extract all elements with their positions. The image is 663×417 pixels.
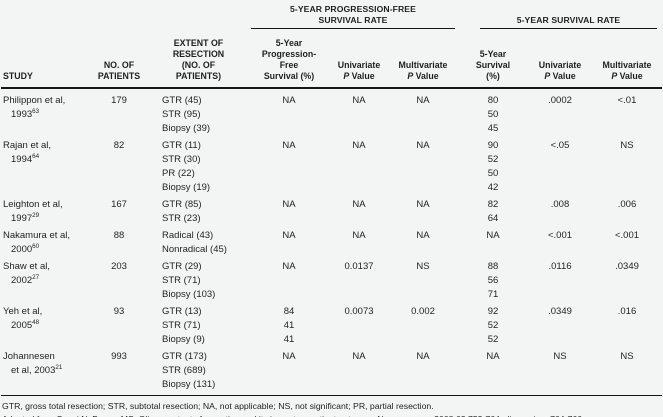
cell-resection: GTR (173) STR (689) Biopsy (131): [162, 351, 216, 390]
col-header-survival-univariate-p: Univariate P Value: [538, 60, 582, 81]
table-row: Leighton et al, 199729 167 GTR (85) STR (23)…: [1, 198, 662, 226]
cell-pfs-multivariate: NA: [416, 95, 430, 106]
cell-survival: 82 64: [487, 199, 499, 224]
cell-survival-multivariate: NS: [620, 351, 634, 362]
cell-pfs: NA: [282, 261, 296, 272]
cell-pfs-multivariate: NA: [416, 351, 430, 362]
cell-patients: 993: [111, 351, 127, 362]
cell-pfs: NA: [282, 351, 296, 362]
cell-resection: GTR (29) STR (71) Biopsy (103): [162, 261, 216, 300]
cell-patients: 93: [113, 306, 125, 317]
cell-pfs-multivariate: NA: [416, 230, 430, 241]
cell-survival: NA: [486, 351, 500, 362]
col-header-survival-multivariate-p: Multivariate P Value: [602, 60, 652, 81]
col-header-study: STUDY: [3, 71, 33, 81]
cell-survival-univariate: NS: [553, 351, 567, 362]
cell-resection: GTR (85) STR (23): [162, 199, 202, 224]
col-header-extent-of-resection: EXTENT OF RESECTION (NO. OF PATIENTS): [172, 38, 225, 81]
cell-study: Rajan et al, 199464: [3, 140, 52, 165]
col-header-no-of-patients: NO. OF PATIENTS: [97, 60, 141, 81]
table-row: Rajan et al, 199464 82 GTR (11) STR (30) PR (…: [1, 139, 662, 195]
cell-pfs: NA: [282, 95, 296, 106]
cell-pfs-multivariate: NA: [416, 140, 430, 151]
cell-resection: GTR (11) STR (30) PR (22) Biopsy (19): [162, 140, 211, 193]
cell-survival: 90 52 50 42: [487, 140, 499, 193]
cell-survival: 88 56 71: [487, 261, 499, 300]
cell-study: Nakamura et al, 200060: [3, 230, 71, 255]
table-row: Philippon et al, 199363 179 GTR (45) STR (95…: [1, 94, 662, 136]
col-header-5yr-pfs-percent: 5-Year Progression- Free Survival (%): [261, 38, 317, 81]
col-header-5yr-survival-percent: 5-Year Survival (%): [475, 49, 511, 81]
cell-patients: 179: [111, 95, 127, 106]
table-row: Shaw et al, 200227 203 GTR (29) STR (71) Biop…: [1, 260, 662, 302]
header-spacer: [1, 2, 248, 29]
table-row: Yeh et al, 200548 93 GTR (13) STR (71) Biopsy…: [1, 305, 662, 347]
cell-pfs-univariate: NA: [352, 351, 366, 362]
footnotes: GTR, gross total resection; STR, subtota…: [1, 396, 662, 417]
table-body: Philippon et al, 199363 179 GTR (45) STR (95…: [1, 89, 662, 396]
cell-survival-multivariate: .006: [617, 199, 637, 210]
cell-pfs-multivariate: 0.002: [411, 306, 435, 317]
col-header-pfs-univariate-p: Univariate P Value: [337, 60, 381, 81]
cell-resection: GTR (45) STR (95) Biopsy (39): [162, 95, 211, 134]
cell-survival-univariate: .0349: [548, 306, 572, 317]
cell-survival-univariate: .008: [550, 199, 570, 210]
cell-survival: NA: [486, 230, 500, 241]
cell-survival-univariate: <.001: [547, 230, 573, 241]
cell-pfs-univariate: NA: [352, 199, 366, 210]
footnote-source: Adapted from Sanai N, Berger MS. Glioma …: [2, 413, 660, 417]
cell-resection: GTR (13) STR (71) Biopsy (9): [162, 306, 205, 345]
cell-study: Philippon et al, 199363: [3, 95, 66, 120]
cell-pfs: NA: [282, 140, 296, 151]
table-row: Johannesen et al, 200321 993 GTR (173) STR (…: [1, 350, 662, 392]
cell-survival-multivariate: .016: [617, 306, 637, 317]
cell-study: Yeh et al, 200548: [3, 306, 43, 331]
cell-pfs: NA: [282, 230, 296, 241]
footnote-abbreviations: GTR, gross total resection; STR, subtota…: [2, 401, 434, 411]
cell-survival-multivariate: .0349: [615, 261, 639, 272]
table-header: 5-YEAR PROGRESSION-FREE SURVIVAL RATE 5-…: [1, 2, 662, 89]
cell-survival-multivariate: <.01: [617, 95, 637, 106]
cell-pfs-univariate: NA: [352, 140, 366, 151]
cell-survival: 92 52 52: [487, 306, 499, 345]
cell-survival-multivariate: NS: [620, 140, 634, 151]
cell-patients: 82: [113, 140, 125, 151]
cell-pfs: 84 41 41: [283, 306, 295, 345]
cell-study: Johannesen et al, 200321: [3, 351, 63, 376]
cell-pfs-univariate: NA: [352, 95, 366, 106]
cell-pfs-univariate: NA: [352, 230, 366, 241]
cell-patients: 88: [113, 230, 125, 241]
table-row: Nakamura et al, 200060 88 Radical (43) Nonra…: [1, 229, 662, 257]
cell-pfs-multivariate: NA: [416, 199, 430, 210]
cell-survival-univariate: .0116: [548, 261, 572, 272]
col-header-pfs-multivariate-p: Multivariate P Value: [398, 60, 448, 81]
group-header-progression-free-survival: 5-YEAR PROGRESSION-FREE SURVIVAL RATE: [251, 4, 455, 29]
cell-pfs-univariate: 0.0073: [344, 306, 374, 317]
cell-resection: Radical (43) Nonradical (45): [162, 230, 227, 255]
cell-survival-univariate: <.05: [550, 140, 570, 151]
cell-study: Shaw et al, 200227: [3, 261, 50, 286]
group-header-survival-rate: 5-YEAR SURVIVAL RATE: [480, 4, 657, 29]
cell-patients: 167: [111, 199, 127, 210]
cell-pfs-univariate: 0.0137: [344, 261, 374, 272]
cell-pfs: NA: [282, 199, 296, 210]
cell-survival-multivariate: <.001: [614, 230, 640, 241]
cell-study: Leighton et al, 199729: [3, 199, 63, 224]
cell-patients: 203: [111, 261, 127, 272]
cell-survival: 80 50 45: [487, 95, 499, 134]
cell-survival-univariate: .0002: [548, 95, 572, 106]
cell-pfs-multivariate: NS: [416, 261, 430, 272]
